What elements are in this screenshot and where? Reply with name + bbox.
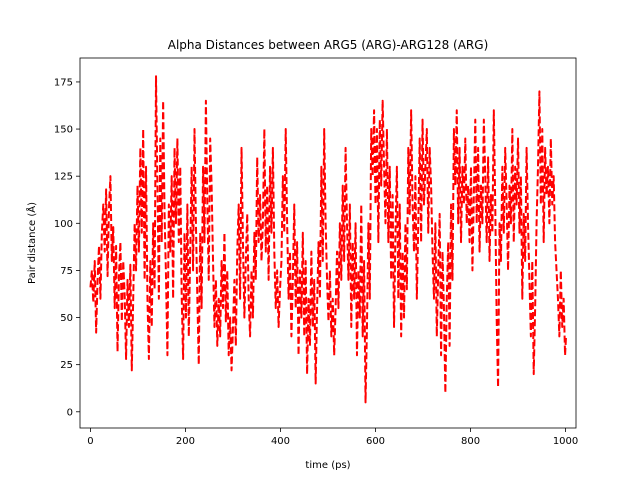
series-line: [89, 75, 568, 404]
x-tick-label: 200: [176, 436, 195, 447]
y-tick-label: 150: [54, 125, 73, 136]
y-tick-label: 125: [54, 172, 73, 183]
chart-title: Alpha Distances between ARG5 (ARG)-ARG12…: [168, 38, 489, 52]
y-tick-label: 0: [67, 407, 73, 418]
y-tick-label: 25: [60, 360, 73, 371]
x-tick-label: 400: [271, 436, 290, 447]
x-tick-label: 0: [87, 436, 93, 447]
x-axis-ticks: 0 200 400 600 800 1000: [87, 428, 578, 447]
y-axis-ticks: 0 25 50 75 100 125 150 175: [54, 77, 80, 418]
series-layer: [89, 75, 568, 404]
x-tick-label: 600: [366, 436, 385, 447]
y-tick-label: 50: [60, 313, 73, 324]
x-axis-label: time (ps): [305, 460, 350, 471]
y-tick-label: 100: [54, 219, 73, 230]
y-tick-label: 175: [54, 77, 73, 88]
x-tick-label: 800: [461, 436, 480, 447]
y-axis-label: Pair distance (Å): [25, 202, 38, 284]
plot-frame: [79, 57, 577, 429]
y-tick-label: 75: [60, 266, 73, 277]
x-tick-label: 1000: [553, 436, 578, 447]
